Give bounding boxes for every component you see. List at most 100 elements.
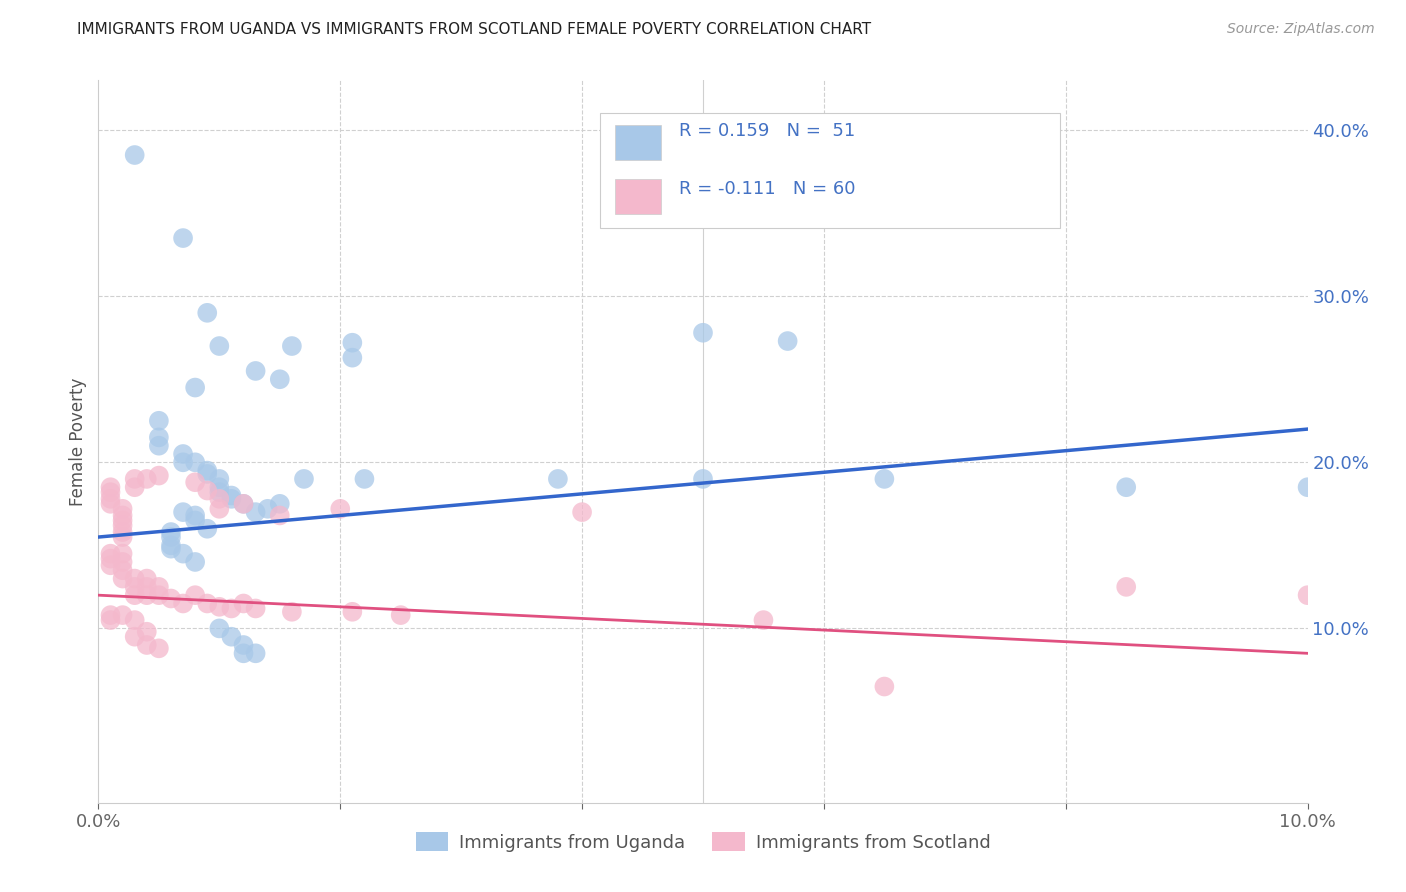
Point	[124, 630, 146, 644]
Point	[245, 364, 267, 378]
Point	[172, 231, 194, 245]
Point	[160, 524, 183, 539]
Point	[292, 472, 315, 486]
Point	[342, 605, 364, 619]
Point	[148, 468, 170, 483]
Point	[100, 480, 122, 494]
Point	[256, 501, 278, 516]
Point	[172, 455, 194, 469]
Point	[208, 485, 231, 500]
Point	[232, 638, 254, 652]
Point	[353, 472, 375, 486]
Point	[124, 613, 146, 627]
Point	[692, 472, 714, 486]
Y-axis label: Female Poverty: Female Poverty	[69, 377, 87, 506]
Point	[172, 547, 194, 561]
Point	[100, 608, 122, 623]
Point	[135, 472, 157, 486]
Point	[232, 597, 254, 611]
Point	[873, 680, 896, 694]
Point	[124, 572, 146, 586]
Point	[208, 339, 231, 353]
Point	[124, 580, 146, 594]
Point	[873, 472, 896, 486]
Point	[148, 430, 170, 444]
Point	[100, 558, 122, 573]
Point	[100, 485, 122, 500]
Text: Source: ZipAtlas.com: Source: ZipAtlas.com	[1227, 22, 1375, 37]
Point	[148, 588, 170, 602]
Point	[195, 522, 218, 536]
Point	[184, 508, 207, 523]
Legend: Immigrants from Uganda, Immigrants from Scotland: Immigrants from Uganda, Immigrants from …	[409, 825, 997, 859]
Point	[172, 505, 194, 519]
Point	[160, 541, 183, 556]
Point	[232, 646, 254, 660]
Point	[124, 588, 146, 602]
Point	[148, 580, 170, 594]
Point	[195, 464, 218, 478]
Point	[184, 475, 207, 490]
Point	[124, 480, 146, 494]
Point	[208, 621, 231, 635]
Point	[281, 339, 304, 353]
Point	[208, 599, 231, 614]
Point	[389, 608, 412, 623]
Text: R = 0.159   N =  51: R = 0.159 N = 51	[679, 122, 855, 140]
Point	[342, 351, 364, 365]
Point	[135, 588, 157, 602]
Point	[208, 480, 231, 494]
Point	[160, 591, 183, 606]
Point	[100, 613, 122, 627]
Point	[111, 524, 134, 539]
Point	[111, 508, 134, 523]
Point	[124, 472, 146, 486]
Point	[221, 601, 243, 615]
Point	[184, 455, 207, 469]
Point	[232, 497, 254, 511]
Point	[776, 334, 799, 348]
Point	[195, 483, 218, 498]
Point	[1296, 480, 1319, 494]
Point	[160, 538, 183, 552]
Point	[208, 501, 231, 516]
Point	[329, 501, 352, 516]
Point	[135, 580, 157, 594]
Point	[100, 547, 122, 561]
Point	[111, 547, 134, 561]
Point	[221, 491, 243, 506]
FancyBboxPatch shape	[614, 179, 661, 214]
Point	[571, 505, 593, 519]
Point	[111, 563, 134, 577]
Point	[269, 497, 291, 511]
Text: R = -0.111   N = 60: R = -0.111 N = 60	[679, 179, 855, 198]
Point	[135, 624, 157, 639]
Point	[111, 608, 134, 623]
Point	[111, 555, 134, 569]
Point	[184, 588, 207, 602]
Point	[245, 646, 267, 660]
Point	[221, 489, 243, 503]
Point	[100, 551, 122, 566]
Point	[1296, 588, 1319, 602]
Point	[1115, 580, 1137, 594]
FancyBboxPatch shape	[600, 112, 1060, 228]
Point	[195, 597, 218, 611]
Point	[124, 148, 146, 162]
Point	[195, 306, 218, 320]
FancyBboxPatch shape	[614, 125, 661, 160]
Point	[111, 572, 134, 586]
Point	[100, 497, 122, 511]
Point	[221, 630, 243, 644]
Point	[269, 508, 291, 523]
Point	[184, 513, 207, 527]
Point	[148, 641, 170, 656]
Point	[111, 513, 134, 527]
Point	[111, 518, 134, 533]
Point	[269, 372, 291, 386]
Point	[172, 597, 194, 611]
Point	[1115, 480, 1137, 494]
Point	[547, 472, 569, 486]
Point	[111, 501, 134, 516]
Point	[752, 613, 775, 627]
